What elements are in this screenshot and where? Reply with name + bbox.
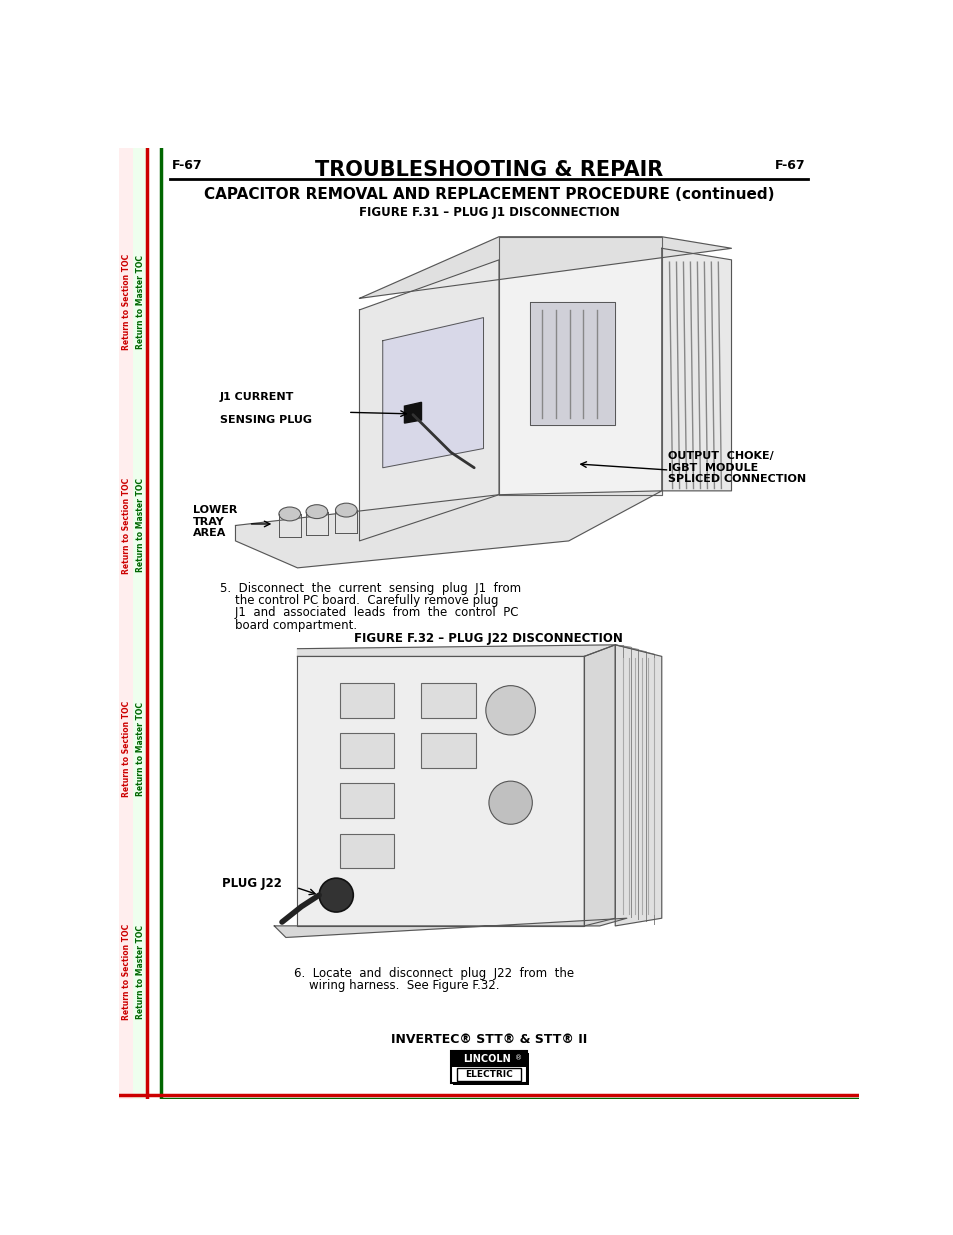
Polygon shape [297,645,615,656]
Text: TRAY: TRAY [193,516,224,526]
Text: Return to Section TOC: Return to Section TOC [122,700,131,797]
Text: F-67: F-67 [775,158,805,172]
Circle shape [488,782,532,824]
Polygon shape [530,303,615,425]
Text: wiring harness.  See Figure F.32.: wiring harness. See Figure F.32. [294,979,498,992]
Text: the control PC board.  Carefully remove plug: the control PC board. Carefully remove p… [220,594,498,608]
Polygon shape [404,403,421,424]
FancyBboxPatch shape [456,1068,520,1081]
Ellipse shape [335,503,356,517]
Text: F-67: F-67 [172,158,202,172]
Polygon shape [359,237,731,299]
Text: 6.  Locate  and  disconnect  plug  J22  from  the: 6. Locate and disconnect plug J22 from t… [294,967,573,979]
Ellipse shape [306,505,328,519]
Text: SPLICED CONNECTION: SPLICED CONNECTION [667,474,805,484]
Text: TROUBLESHOOTING & REPAIR: TROUBLESHOOTING & REPAIR [314,159,662,180]
Polygon shape [297,656,583,926]
Text: SENSING PLUG: SENSING PLUG [220,415,312,425]
Text: FIGURE F.31 – PLUG J1 DISCONNECTION: FIGURE F.31 – PLUG J1 DISCONNECTION [358,205,618,219]
Bar [340,734,394,768]
Text: Return to Master TOC: Return to Master TOC [135,478,145,573]
Text: Return to Section TOC: Return to Section TOC [122,478,131,573]
Polygon shape [498,237,661,495]
Bar [119,148,133,1099]
Ellipse shape [278,508,300,521]
Text: board compartment.: board compartment. [220,619,356,631]
Text: ®: ® [515,1056,521,1061]
Polygon shape [274,918,626,937]
Text: ELECTRIC: ELECTRIC [464,1070,513,1079]
Polygon shape [615,645,661,926]
Text: INVERTEC® STT® & STT® II: INVERTEC® STT® & STT® II [391,1034,586,1046]
Text: Return to Section TOC: Return to Section TOC [122,254,131,351]
Polygon shape [583,645,615,926]
Text: Return to Master TOC: Return to Master TOC [135,256,145,350]
Bar [133,148,147,1099]
FancyBboxPatch shape [453,1053,529,1086]
Bar [340,783,394,818]
Bar [421,683,476,718]
Text: OUTPUT  CHOKE/: OUTPUT CHOKE/ [667,451,773,461]
Bar [340,834,394,868]
Bar [340,683,394,718]
FancyBboxPatch shape [452,1051,525,1067]
Polygon shape [661,248,731,490]
Text: AREA: AREA [193,529,226,538]
FancyBboxPatch shape [451,1051,526,1083]
Text: Return to Section TOC: Return to Section TOC [122,924,131,1020]
Text: Return to Master TOC: Return to Master TOC [135,701,145,795]
Text: LINCOLN: LINCOLN [462,1055,510,1065]
Polygon shape [359,259,498,541]
Text: IGBT  MODULE: IGBT MODULE [667,463,758,473]
Text: CAPACITOR REMOVAL AND REPLACEMENT PROCEDURE (continued): CAPACITOR REMOVAL AND REPLACEMENT PROCED… [203,186,774,201]
Text: Return to Master TOC: Return to Master TOC [135,925,145,1019]
Text: LOWER: LOWER [193,505,237,515]
Circle shape [485,685,535,735]
Text: 5.  Disconnect  the  current  sensing  plug  J1  from: 5. Disconnect the current sensing plug J… [220,582,520,595]
Text: J1  and  associated  leads  from  the  control  PC: J1 and associated leads from the control… [220,606,518,619]
Polygon shape [235,490,661,568]
Text: FIGURE F.32 – PLUG J22 DISCONNECTION: FIGURE F.32 – PLUG J22 DISCONNECTION [355,632,622,645]
Text: J1 CURRENT: J1 CURRENT [220,393,294,403]
Polygon shape [382,317,483,468]
Bar [421,734,476,768]
Text: PLUG J22: PLUG J22 [222,877,282,890]
Circle shape [319,878,353,911]
